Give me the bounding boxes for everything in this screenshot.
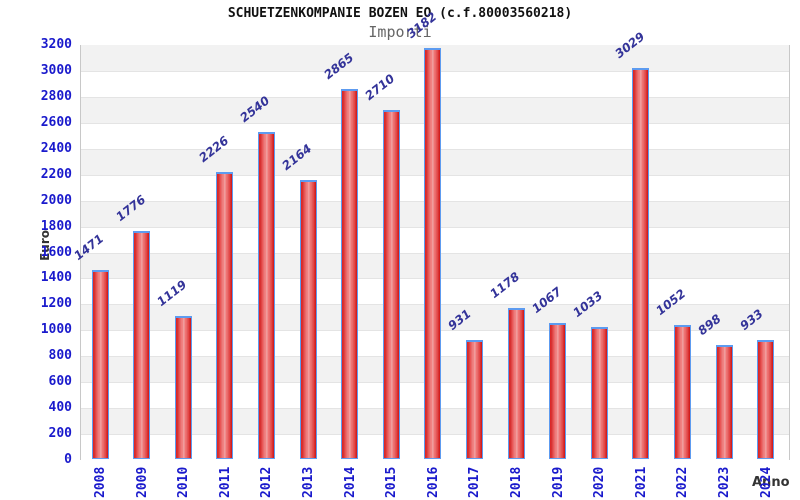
- chart-subtitle: Importi: [368, 23, 432, 41]
- x-axis-tick-label: 2023: [717, 466, 732, 498]
- x-axis-tick-label: 2009: [134, 466, 150, 498]
- y-axis-tick-label: 2600: [40, 114, 72, 130]
- x-axis-tick-label: 2021: [633, 466, 649, 498]
- plot-area: [80, 45, 790, 460]
- bar: [424, 48, 442, 459]
- y-axis-tick-label: 1200: [40, 296, 72, 312]
- y-axis-tick-label: 0: [64, 452, 72, 467]
- x-axis-tick-label: 2013: [301, 466, 316, 498]
- bar: [91, 270, 109, 459]
- y-axis-tick-label: 400: [48, 400, 72, 416]
- y-axis-tick-label: 2200: [40, 166, 72, 182]
- x-axis-tick-label: 2015: [384, 466, 400, 498]
- x-axis-tick-label: 2018: [509, 466, 524, 498]
- x-axis-tick-label: 2008: [93, 466, 108, 498]
- x-axis-tick-label: 2020: [592, 466, 608, 498]
- x-axis-title: Anno: [752, 475, 790, 490]
- y-axis-tick-label: 200: [48, 426, 72, 442]
- x-axis-tick-label: 2017: [467, 466, 483, 498]
- bar: [382, 109, 400, 459]
- x-axis-tick-label: 2022: [675, 466, 691, 498]
- bar: [133, 230, 151, 459]
- y-axis-tick-label: 2400: [40, 140, 72, 156]
- bar: [590, 327, 608, 459]
- y-axis-tick-label: 1400: [40, 270, 72, 286]
- x-axis-tick-label: 2012: [259, 466, 275, 498]
- bar: [465, 340, 483, 459]
- y-axis-tick-label: 3000: [40, 62, 72, 78]
- x-axis-tick-label: 2024: [758, 466, 774, 498]
- x-axis-tick-label: 2019: [550, 466, 566, 498]
- y-axis-tick-label: 1600: [40, 244, 72, 260]
- bar: [174, 315, 192, 459]
- bar: [341, 89, 359, 459]
- chart-title: SCHUETZENKOMPANIE BOZEN EO (c.f.80003560…: [227, 6, 573, 21]
- bar: [299, 180, 317, 459]
- bar: [757, 340, 775, 459]
- bar: [257, 131, 275, 459]
- bar: [673, 324, 691, 459]
- y-axis-tick-label: 3200: [40, 37, 72, 52]
- bar: [632, 68, 650, 459]
- y-axis-tick-label: 800: [48, 348, 72, 364]
- bar: [549, 322, 567, 459]
- x-axis-tick-label: 2010: [176, 466, 192, 498]
- x-axis-tick-label: 2011: [217, 466, 233, 498]
- y-axis-tick-label: 2000: [40, 192, 72, 208]
- y-axis-tick-label: 600: [48, 374, 72, 390]
- bar: [507, 308, 525, 459]
- x-axis-tick-label: 2016: [425, 466, 441, 498]
- y-axis-tick-label: 1000: [40, 322, 72, 338]
- bar: [715, 344, 733, 459]
- y-axis-tick-label: 2800: [40, 88, 72, 104]
- y-axis-tick-label: 1800: [40, 218, 72, 234]
- bar: [216, 172, 234, 459]
- x-axis-tick-label: 2014: [342, 466, 358, 498]
